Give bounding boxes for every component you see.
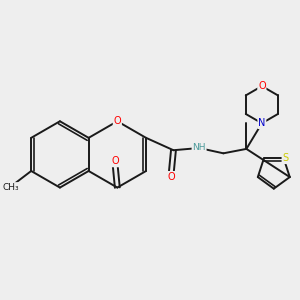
Text: O: O xyxy=(113,116,121,126)
Text: NH: NH xyxy=(192,142,206,152)
Text: S: S xyxy=(282,153,289,163)
Text: O: O xyxy=(258,81,266,91)
Text: O: O xyxy=(111,157,119,166)
Text: CH₃: CH₃ xyxy=(2,183,19,192)
Text: O: O xyxy=(167,172,175,182)
Text: N: N xyxy=(258,118,266,128)
